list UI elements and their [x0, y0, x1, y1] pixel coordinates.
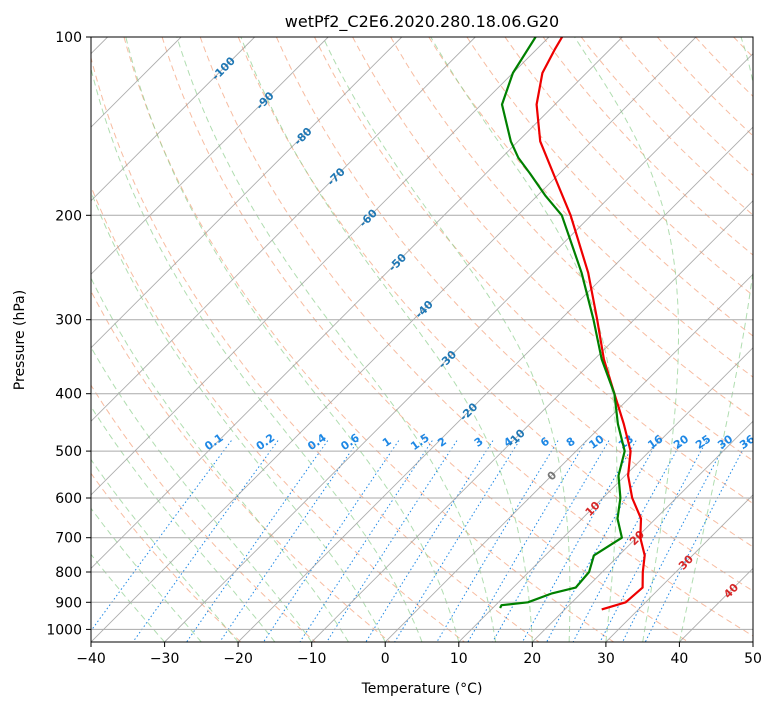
moist-adiabat — [678, 37, 753, 642]
mixing-ratio-line — [91, 440, 232, 632]
moist-adiabat — [125, 37, 460, 642]
isotherm-line — [752, 641, 753, 642]
moist-adiabat — [574, 37, 679, 642]
mixing-ratio-line — [492, 440, 610, 642]
isotherm-line — [384, 273, 753, 642]
mixing-ratio-line — [186, 440, 329, 642]
moist-adiabat — [91, 190, 386, 642]
y-tick-label: 400 — [55, 387, 82, 403]
mixing-ratio-line — [132, 440, 279, 642]
isotherm-line — [91, 37, 403, 349]
y-tick-label: 100 — [55, 30, 82, 46]
dry-adiabat — [275, 37, 753, 548]
x-tick-label: −20 — [223, 651, 253, 667]
mixing-ratio-line — [365, 440, 494, 642]
moist-adiabat — [176, 37, 497, 642]
isotherm-line — [91, 37, 476, 422]
moist-adiabat — [91, 276, 349, 642]
x-tick-label: 20 — [523, 651, 541, 667]
y-tick-label: 700 — [55, 531, 82, 547]
dry-adiabat — [91, 384, 316, 642]
x-tick-label: −10 — [297, 651, 327, 667]
dry-adiabat — [428, 37, 753, 378]
moist-adiabat — [322, 37, 571, 642]
x-tick-label: 50 — [744, 651, 762, 667]
background-lines — [91, 37, 753, 642]
y-tick-label: 200 — [55, 208, 82, 224]
isotherm-line — [91, 37, 697, 642]
x-axis-label: Temperature (°C) — [361, 681, 483, 697]
moist-adiabat — [91, 66, 423, 642]
x-tick-label: −40 — [76, 651, 106, 667]
dry-adiabat — [161, 37, 689, 642]
dry-adiabat — [390, 37, 753, 420]
isotherm-line — [531, 420, 753, 642]
moist-adiabat — [91, 507, 202, 642]
x-tick-label: 0 — [381, 651, 390, 667]
chart-title: wetPf2_C2E6.2020.280.18.06.G20 — [285, 12, 559, 32]
x-tick-label: −30 — [150, 651, 180, 667]
x-tick-label: 40 — [670, 651, 688, 667]
axes: −40 −30 −20 −10 0 10 20 30 40 50 100 200 300 400 500 60… — [46, 30, 762, 667]
mixing-ratio-line — [622, 440, 728, 642]
isotherm-line — [91, 37, 623, 570]
dry-adiabat — [123, 37, 614, 642]
dewpoint-profile — [499, 37, 626, 609]
dry-adiabat — [91, 55, 540, 642]
mixing-ratio-line — [263, 440, 400, 642]
moist-adiabat — [91, 405, 276, 642]
moist-adiabat — [91, 553, 165, 642]
y-tick-label: 800 — [55, 565, 82, 581]
mixing-ratio-line — [219, 440, 359, 642]
y-tick-label: 1000 — [46, 622, 82, 638]
isotherm-line — [311, 200, 753, 642]
isotherm-line — [458, 347, 753, 642]
y-tick-label: 300 — [55, 313, 82, 329]
mixing-ratio-line — [572, 440, 683, 642]
plot-area — [91, 37, 753, 642]
y-tick-label: 500 — [55, 444, 82, 460]
y-tick-label: 900 — [55, 595, 82, 611]
x-tick-label: 10 — [450, 651, 468, 667]
isotherm-line — [91, 37, 256, 202]
moist-adiabat — [91, 458, 239, 642]
sounding-profiles — [499, 37, 646, 611]
mixing-ratio-line — [436, 440, 559, 642]
isotherm-line — [237, 126, 753, 642]
x-tick-label: 30 — [597, 651, 615, 667]
mixing-ratio-line — [599, 440, 708, 642]
y-axis-label: Pressure (hPa) — [12, 290, 28, 390]
isotherm-line — [91, 37, 329, 275]
isotherm-line — [91, 37, 550, 496]
y-tick-label: 600 — [55, 491, 82, 507]
isotherm-line — [164, 52, 753, 642]
dry-adiabat — [91, 185, 465, 642]
isotherm-line — [605, 494, 753, 642]
moist-adiabat — [240, 37, 533, 642]
plot-frame — [90, 36, 754, 643]
temperature-profile — [535, 37, 646, 611]
mixing-ratio-line — [644, 440, 749, 642]
